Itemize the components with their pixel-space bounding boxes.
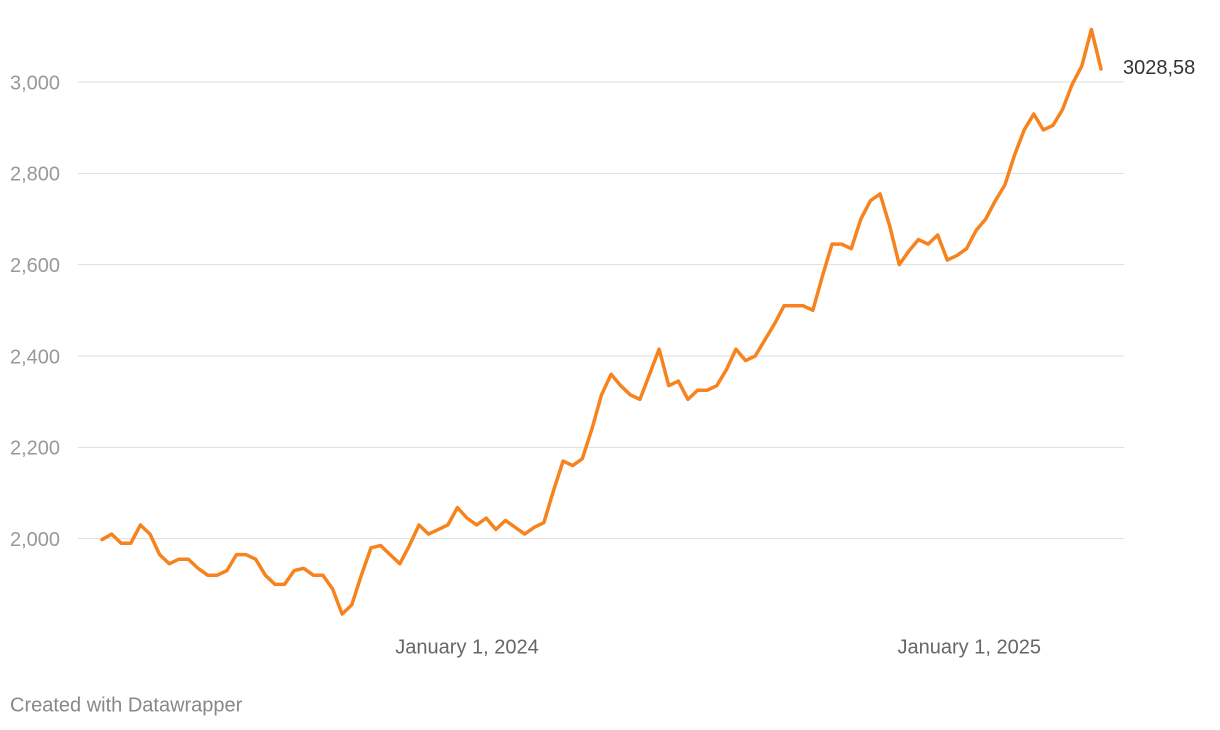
y-tick-label: 2,000: [10, 529, 60, 551]
line: [100, 27, 1103, 616]
y-tick-label: 3,000: [10, 72, 60, 94]
value-label: 3028,58: [1123, 57, 1195, 79]
y-tick-label: 2,200: [10, 438, 60, 460]
y-tick-label: 2,400: [10, 346, 60, 368]
x-tick-label: January 1, 2024: [395, 636, 538, 658]
credit: Created with Datawrapper: [10, 694, 243, 716]
x-tick-label: January 1, 2025: [898, 636, 1041, 658]
y-tick-label: 2,800: [10, 164, 60, 186]
y-tick-label: 2,600: [10, 255, 60, 277]
